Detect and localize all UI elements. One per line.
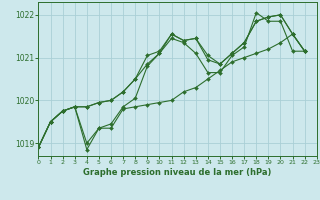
X-axis label: Graphe pression niveau de la mer (hPa): Graphe pression niveau de la mer (hPa)	[84, 168, 272, 177]
